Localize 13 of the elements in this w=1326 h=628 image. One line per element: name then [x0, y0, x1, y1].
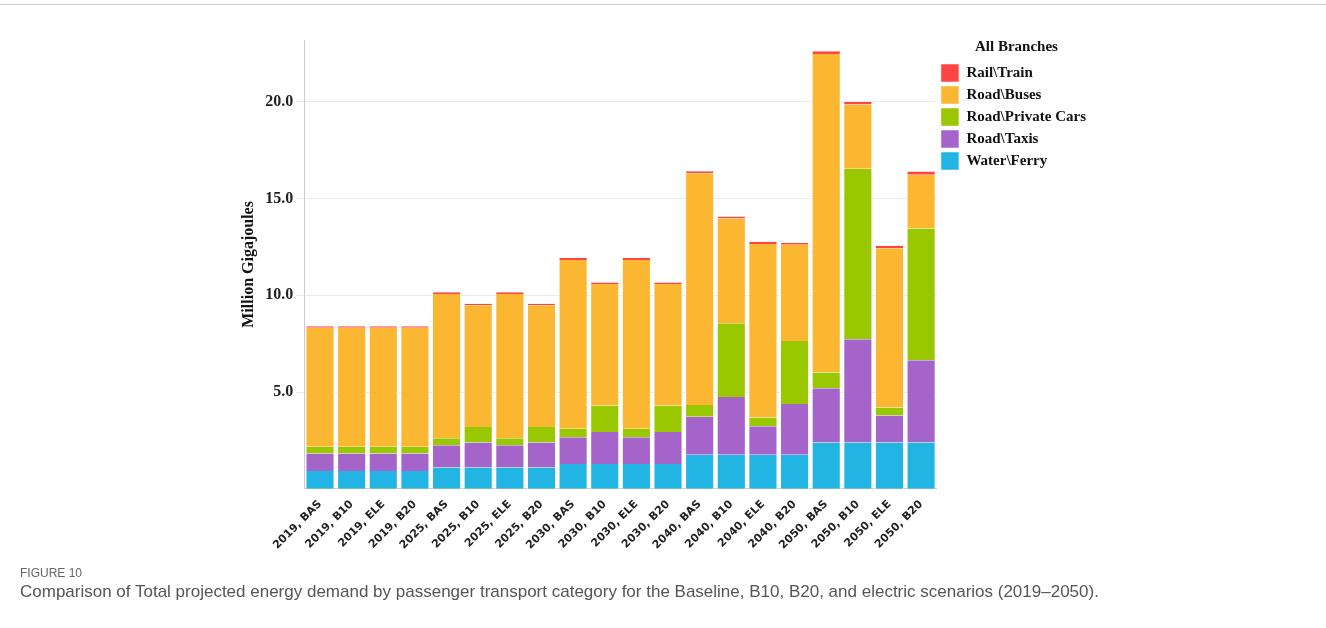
legend-label: Road\Taxis [966, 129, 1039, 146]
y-tick-label: 5.0 [273, 382, 294, 400]
y-tick-label: 10.0 [265, 285, 294, 303]
legend-label: Road\Private Cars [966, 107, 1087, 124]
legend-label: Water\Ferry [966, 151, 1048, 168]
y-tick-label: 15.0 [265, 188, 294, 206]
y-axis-title: Million Gigajoules [238, 201, 257, 328]
caption: FIGURE 10 [20, 566, 83, 580]
y-tick-label: 20.0 [265, 92, 294, 110]
legend-label: Rail\Train [966, 63, 1034, 80]
legend-title: All Branches [975, 38, 1059, 55]
legend-label: Road\Buses [966, 85, 1042, 102]
text: Comparison of Total projected energy demand by passenger transport category for the Baseline, B10, B20, and electric scenarios (2019–2050). [20, 582, 1099, 602]
